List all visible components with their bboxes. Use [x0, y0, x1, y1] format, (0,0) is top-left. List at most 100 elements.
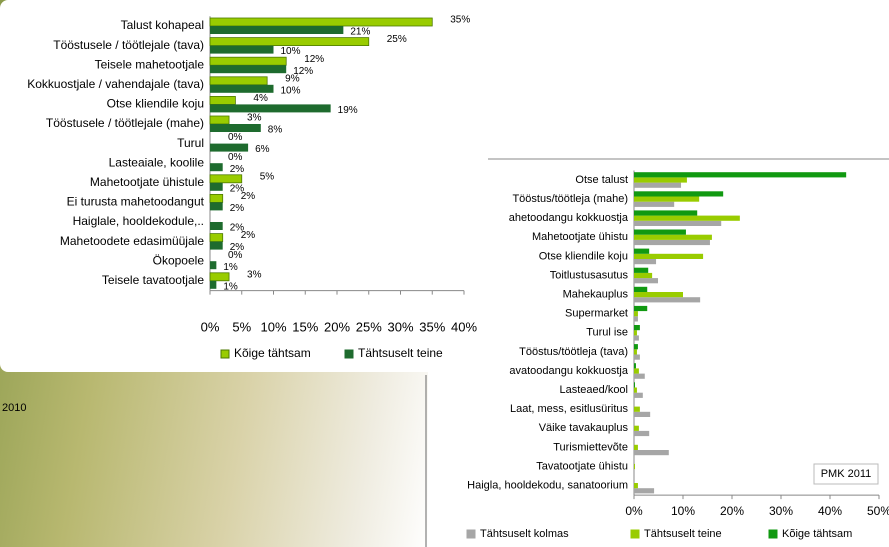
x-tick-label: 40% [818, 504, 842, 518]
bar [210, 182, 223, 191]
bar [634, 488, 655, 494]
bar [210, 26, 344, 34]
x-tick-label: 0% [625, 504, 643, 518]
bar [634, 483, 638, 489]
x-tick-label: 50% [867, 504, 889, 518]
value-label: 6% [255, 144, 270, 155]
value-label: 25% [387, 34, 407, 45]
bar [210, 280, 217, 289]
y-tick-label: Teisele tavatootjale [102, 273, 204, 287]
bar [634, 297, 701, 303]
value-label: 1% [223, 262, 238, 273]
value-label: 12% [304, 54, 324, 65]
bar [634, 259, 657, 265]
y-tick-label: Tööstus/töötleja (tava) [519, 346, 628, 358]
legend-swatch [630, 529, 640, 539]
y-tick-label: Tööstusele / töötlejale (mahe) [46, 116, 204, 130]
y-tick-label: Ökopoele [153, 253, 205, 267]
bar [634, 229, 686, 235]
y-tick-label: Ei turusta mahetoodangut [67, 195, 205, 209]
value-label: 3% [247, 113, 262, 124]
bar [634, 325, 640, 331]
bar [209, 56, 287, 66]
x-tick-label: 10% [260, 319, 286, 334]
bar [634, 387, 637, 393]
value-label: 8% [268, 125, 283, 136]
bar [209, 272, 230, 282]
bar [634, 425, 639, 431]
legend-label: Kõige tähtsam [782, 528, 852, 540]
value-label: 5% [260, 171, 275, 182]
value-label: 0% [228, 250, 243, 261]
value-label: 2% [241, 230, 256, 241]
bar [634, 363, 636, 369]
bar [634, 182, 682, 188]
bar [634, 286, 648, 292]
value-label: 2% [230, 203, 245, 214]
bar [634, 368, 639, 374]
legend-label: Tähtsuselt teine [644, 528, 722, 540]
x-tick-label: 30% [769, 504, 793, 518]
bar [209, 233, 224, 243]
y-tick-label: Turul [177, 136, 204, 150]
bar [634, 220, 722, 226]
bar [634, 215, 740, 221]
annotation: PMK 2011 [821, 468, 872, 480]
y-tick-label: Toitlustusasutus [550, 269, 629, 281]
value-label: 4% [253, 93, 268, 104]
x-tick-label: 20% [324, 319, 350, 334]
bar [210, 202, 223, 211]
x-tick-label: 30% [387, 319, 413, 334]
x-tick-label: 5% [232, 319, 251, 334]
bar [634, 335, 639, 341]
y-tick-label: avatoodangu kokkuostja [509, 365, 629, 377]
bar [634, 463, 635, 470]
bar [634, 292, 683, 298]
bar [634, 239, 710, 246]
bar [634, 344, 638, 350]
bar [634, 196, 700, 202]
value-label: 19% [338, 105, 358, 116]
bar [210, 241, 223, 250]
y-tick-label: Haiglale, hooldekodule,.. [73, 214, 204, 228]
bar [634, 349, 637, 355]
bar [210, 84, 274, 93]
bar [634, 330, 637, 336]
y-tick-label: Otse talust [575, 174, 628, 186]
y-tick-label: Teisele mahetootjale [95, 57, 205, 71]
bar [209, 193, 224, 203]
y-tick-label: Tööstus/töötleja (mahe) [512, 193, 628, 205]
bar [634, 392, 643, 398]
x-tick-label: 10% [671, 504, 695, 518]
bar [210, 261, 217, 270]
bar [634, 311, 638, 317]
y-tick-label: Kokkuostjale / vahendajale (tava) [27, 77, 204, 91]
bar [210, 65, 287, 74]
bar [210, 143, 249, 152]
value-label: 2% [230, 242, 245, 253]
y-tick-label: Tööstusele / töötlejale (tava) [53, 38, 204, 52]
bar [634, 191, 724, 197]
bar [209, 96, 236, 105]
y-tick-label: Otse kliendile koju [107, 97, 204, 111]
legend-swatch [768, 529, 778, 539]
x-tick-label: 35% [419, 319, 445, 334]
value-label: 3% [247, 269, 262, 280]
value-label: 12% [293, 66, 313, 77]
y-tick-label: Lasteaiale, koolile [109, 155, 205, 169]
bar [634, 272, 653, 279]
bar [634, 201, 675, 207]
x-tick-label: 15% [292, 319, 318, 334]
value-label: 0% [228, 152, 243, 163]
y-tick-label: Laat, mess, esitlusüritus [510, 403, 628, 415]
bar [634, 316, 638, 322]
bar [210, 124, 261, 132]
y-tick-label: Lasteaed/kool [560, 384, 629, 396]
bar [634, 172, 847, 178]
bar [634, 430, 650, 437]
x-tick-label: 40% [451, 319, 477, 334]
bar [634, 373, 645, 379]
bar [634, 450, 669, 456]
bar [634, 234, 712, 240]
